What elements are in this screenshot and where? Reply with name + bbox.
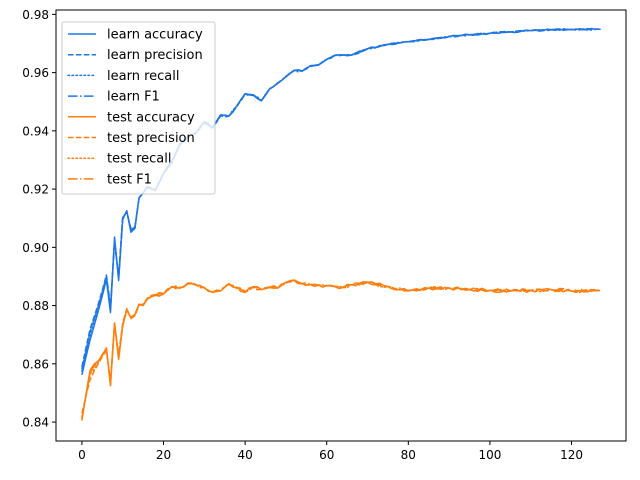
legend-label: test F1	[107, 172, 152, 187]
y-tick-label: 0.94	[22, 124, 49, 138]
series-line-test-f1	[81, 279, 601, 419]
x-tick-label: 80	[401, 448, 416, 462]
y-tick-label: 0.84	[22, 416, 49, 430]
legend: learn accuracy learn precision learn recal…	[61, 21, 216, 195]
legend-label: test recall	[107, 152, 172, 167]
legend-label: learn F1	[107, 90, 160, 105]
x-tick-label: 20	[156, 448, 171, 462]
y-tick-label: 0.88	[22, 299, 49, 313]
x-tick-label: 60	[319, 448, 334, 462]
legend-label: test precision	[107, 131, 195, 146]
y-tick-label: 0.96	[22, 66, 49, 80]
legend-label: test accuracy	[107, 110, 195, 125]
y-axis: 0.84 0.86 0.88 0.90 0.92 0.94 0.96 0.98	[22, 8, 56, 430]
x-tick-label: 40	[237, 448, 252, 462]
x-tick-label: 100	[478, 448, 501, 462]
y-tick-label: 0.92	[22, 183, 49, 197]
x-tick-label: 0	[78, 448, 86, 462]
legend-label: learn recall	[107, 69, 179, 84]
x-tick-label: 120	[560, 448, 583, 462]
legend-frame	[61, 21, 216, 195]
y-tick-label: 0.86	[22, 357, 49, 371]
y-tick-label: 0.98	[22, 8, 49, 22]
legend-label: learn precision	[107, 48, 203, 63]
y-tick-label: 0.90	[22, 241, 49, 255]
x-axis: 0 20 40 60 80 100 120	[78, 441, 583, 462]
plot-frame	[55, 9, 627, 442]
legend-label: learn accuracy	[107, 28, 203, 43]
